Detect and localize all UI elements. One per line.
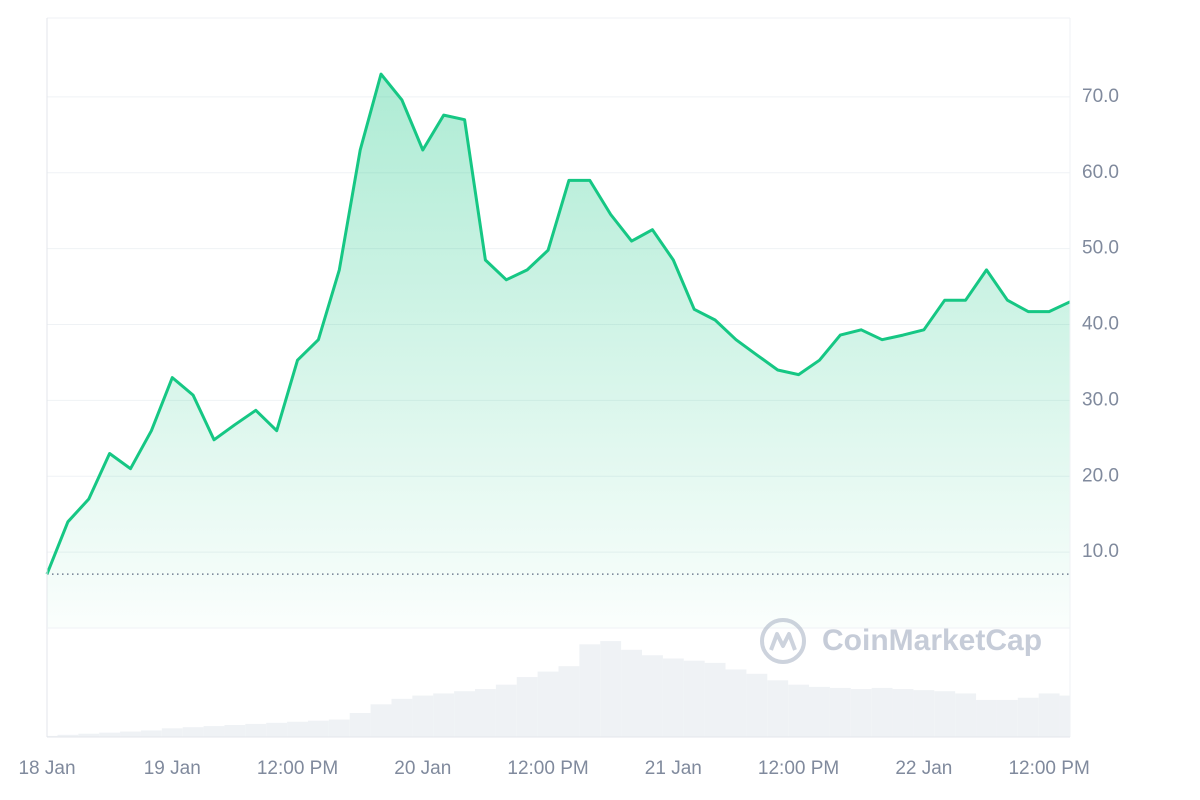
volume-bar — [99, 732, 121, 737]
volume-bar — [934, 691, 956, 737]
y-tick-label: 10.0 — [1082, 541, 1119, 562]
volume-bar — [788, 684, 810, 737]
volume-bar — [495, 684, 517, 737]
y-tick-label: 30.0 — [1082, 389, 1119, 410]
volume-bar — [683, 660, 705, 737]
volume-bar — [412, 695, 434, 737]
volume-bar — [454, 691, 475, 737]
x-tick-label: 19 Jan — [144, 758, 201, 779]
volume-bar — [1038, 693, 1060, 737]
volume-bar — [182, 727, 204, 737]
volume-bar — [57, 734, 79, 737]
volume-bar — [537, 671, 559, 737]
volume-bar — [307, 720, 329, 737]
volume-bar — [1059, 695, 1070, 737]
volume-bar — [370, 704, 392, 737]
volume-bar — [767, 680, 789, 737]
y-tick-label: 70.0 — [1082, 86, 1119, 107]
volume-bar — [433, 693, 455, 737]
volume-bar — [642, 655, 663, 737]
volume-bar — [704, 662, 726, 737]
volume-bar — [809, 686, 830, 737]
volume-bar — [474, 689, 496, 737]
volume — [47, 641, 1070, 737]
x-tick-label: 12:00 PM — [507, 758, 588, 779]
volume-bar — [725, 669, 747, 737]
x-tick-label: 20 Jan — [394, 758, 451, 779]
volume-bar — [161, 728, 183, 737]
volume-bar — [871, 687, 893, 737]
volume-bar — [558, 666, 580, 737]
volume-bar — [516, 677, 538, 737]
x-tick-label: 12:00 PM — [257, 758, 338, 779]
volume-bar — [600, 641, 622, 737]
volume-bar — [746, 673, 768, 737]
volume-bar — [245, 723, 267, 737]
volume-bar — [391, 698, 413, 737]
volume-bar — [829, 687, 851, 737]
volume-bar — [976, 699, 997, 737]
watermark: CoinMarketCap — [822, 624, 1042, 657]
volume-bar — [996, 699, 1018, 737]
volume-bar — [47, 735, 58, 737]
volume-bar — [892, 689, 914, 737]
volume-bar — [120, 731, 141, 737]
volume-bar — [140, 730, 162, 737]
y-tick-label: 40.0 — [1082, 314, 1119, 335]
volume-bar — [955, 693, 977, 737]
volume-bar — [266, 722, 288, 737]
y-tick-label: 20.0 — [1082, 465, 1119, 486]
x-tick-label: 18 Jan — [18, 758, 75, 779]
volume-bar — [913, 690, 935, 737]
y-tick-label: 60.0 — [1082, 162, 1119, 183]
x-tick-label: 22 Jan — [895, 758, 952, 779]
volume-bar — [662, 658, 684, 737]
volume-bar — [850, 689, 872, 737]
volume-bar — [349, 713, 371, 737]
volume-bar — [579, 644, 601, 737]
x-tick-label: 12:00 PM — [758, 758, 839, 779]
x-tick-label: 21 Jan — [645, 758, 702, 779]
volume-bar — [287, 721, 308, 737]
volume-bar — [224, 725, 246, 737]
price — [45, 72, 1071, 629]
volume-bar — [621, 649, 643, 737]
volume-bar — [203, 726, 225, 737]
watermark-logo — [760, 618, 806, 664]
price-line — [45, 72, 1071, 575]
y-tick-label: 50.0 — [1082, 238, 1119, 259]
x-tick-label: 12:00 PM — [1008, 758, 1089, 779]
volume-bar — [1017, 697, 1039, 737]
volume-bar — [78, 733, 100, 737]
price-area — [47, 74, 1070, 629]
volume-bar — [328, 719, 350, 737]
